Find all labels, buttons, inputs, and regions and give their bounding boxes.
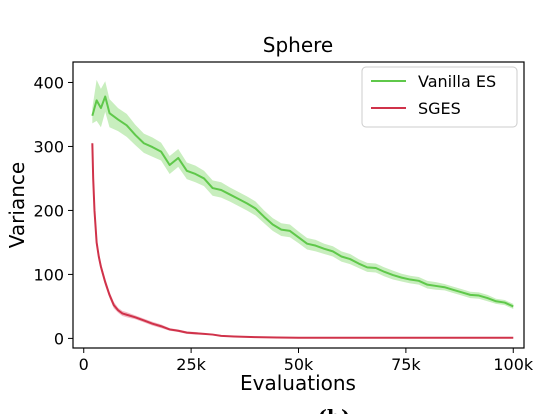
y-axis-ticks: 0 100 200 300 400 <box>33 73 73 348</box>
y-tick-label: 400 <box>33 73 64 92</box>
x-axis-label: Evaluations <box>240 371 356 395</box>
y-tick-label: 100 <box>33 265 64 284</box>
series-line-vanilla-es <box>91 95 514 308</box>
series-line-sges <box>91 143 514 339</box>
x-tick-label: 0 <box>79 355 89 374</box>
confidence-bands <box>92 79 514 339</box>
band-sges <box>92 140 514 339</box>
figure-caption: (b) <box>318 405 351 414</box>
legend-label-vanilla-es: Vanilla ES <box>418 72 496 91</box>
x-tick-label: 100k <box>493 355 534 374</box>
y-tick-label: 300 <box>33 137 64 156</box>
x-tick-label: 75k <box>391 355 421 374</box>
legend: Vanilla ES SGES <box>361 66 518 128</box>
legend-label-sges: SGES <box>418 99 461 118</box>
series-lines <box>91 95 514 339</box>
x-tick-label: 50k <box>284 355 314 374</box>
chart-title: Sphere <box>263 33 333 57</box>
y-tick-label: 0 <box>54 329 64 348</box>
x-tick-label: 25k <box>176 355 206 374</box>
y-axis-label: Variance <box>5 162 29 248</box>
y-tick-label: 200 <box>33 201 64 220</box>
x-axis-ticks: 0 25k 50k 75k 100k <box>79 348 534 374</box>
